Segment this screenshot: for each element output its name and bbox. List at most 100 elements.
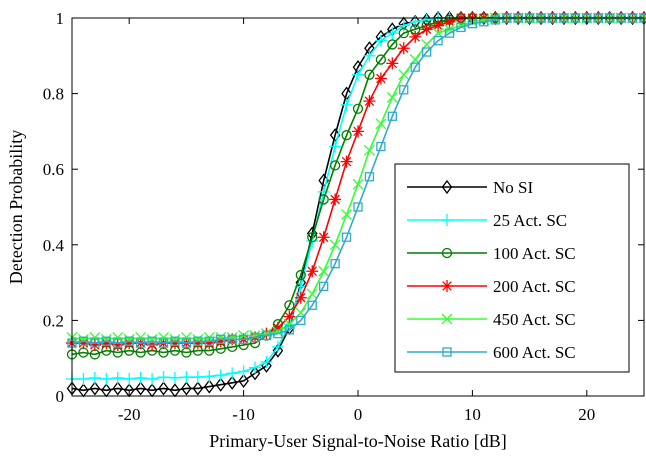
data-point-450-act-sc-16: [249, 330, 261, 341]
data-point-25-act-sc-10: [180, 371, 193, 384]
data-point-25-act-sc-28: [386, 27, 399, 40]
data-point-25-act-sc-29: [397, 19, 410, 32]
data-point-200-act-sc-5: [123, 337, 136, 350]
y-tick-label: 0.2: [43, 311, 64, 330]
legend-label: 600 Act. SC: [493, 343, 576, 362]
data-point-600-act-sc-29: [399, 85, 409, 95]
data-point-600-act-sc-16: [250, 332, 260, 343]
data-point-600-act-sc-32: [433, 36, 443, 46]
data-point-25-act-sc-24: [340, 98, 353, 111]
data-point-450-act-sc-3: [100, 333, 112, 345]
data-point-600-act-sc-11: [193, 336, 203, 346]
data-point-600-act-sc-33: [444, 28, 455, 38]
legend-label: 25 Act. SC: [493, 211, 567, 230]
data-point-200-act-sc-18: [271, 321, 284, 334]
data-point-200-act-sc-1: [77, 337, 90, 350]
data-point-25-act-sc-15: [237, 365, 250, 378]
data-point-200-act-sc-22: [317, 231, 330, 244]
data-point-100-act-sc-24: [341, 130, 352, 141]
data-point-600-act-sc-24: [341, 232, 352, 242]
data-point-600-act-sc-3: [101, 336, 111, 346]
data-point-no-si-8: [158, 381, 169, 396]
data-point-25-act-sc-8: [157, 371, 170, 384]
y-tick-label: 1: [56, 9, 65, 28]
data-point-25-act-sc-12: [203, 370, 216, 383]
tick-layer: -20 -10 0 10 20 0 0.2 0.4 0.6 0.8 1: [43, 9, 644, 424]
data-point-200-act-sc-28: [386, 57, 399, 70]
data-point-25-act-sc-11: [191, 371, 204, 384]
data-point-100-act-sc-27: [375, 54, 387, 65]
data-point-600-act-sc-21: [307, 300, 317, 310]
data-point-450-act-sc-21: [306, 288, 318, 300]
data-point-450-act-sc-28: [386, 91, 398, 103]
legend-marker-100-act-sc: [441, 247, 453, 259]
data-point-100-act-sc-22: [318, 194, 329, 205]
data-point-no-si-18: [272, 343, 284, 358]
data-point-600-act-sc-5: [124, 336, 134, 346]
data-point-no-si-13: [215, 377, 227, 392]
data-point-25-act-sc-7: [146, 372, 159, 385]
data-point-25-act-sc-27: [374, 34, 387, 47]
data-point-25-act-sc-22: [317, 185, 330, 198]
data-point-600-act-sc-8: [158, 338, 169, 348]
y-tick-label: 0.6: [43, 160, 64, 179]
data-point-600-act-sc-15: [238, 334, 249, 344]
x-axis-label: Primary-User Signal-to-Noise Ratio [dB]: [209, 431, 506, 451]
legend-box: [394, 163, 630, 373]
data-point-25-act-sc-1: [77, 372, 90, 385]
data-point-600-act-sc-6: [135, 338, 146, 348]
data-point-no-si-14: [226, 375, 238, 390]
data-point-no-si-6: [135, 381, 146, 396]
x-tick-label: 0: [354, 405, 363, 424]
legend-marker-25-act-sc: [441, 214, 453, 226]
data-point-100-act-sc-29: [398, 27, 409, 39]
data-point-600-act-sc-13: [216, 334, 226, 344]
data-point-25-act-sc-26: [363, 49, 376, 62]
data-point-450-act-sc-14: [226, 331, 238, 343]
data-point-100-act-sc-25: [352, 103, 364, 114]
data-point-200-act-sc-19: [283, 310, 296, 323]
legend-marker-200-act-sc: [441, 280, 453, 292]
data-point-200-act-sc-30: [409, 30, 422, 43]
data-point-200-act-sc-21: [306, 265, 319, 278]
y-tick-label: 0.8: [43, 85, 64, 104]
data-point-200-act-sc-11: [191, 337, 204, 350]
data-point-450-act-sc-18: [272, 326, 284, 338]
legend-marker-450-act-sc: [441, 313, 453, 325]
data-point-100-act-sc-26: [364, 69, 375, 80]
data-point-450-act-sc-29: [398, 69, 410, 81]
data-point-200-act-sc-25: [352, 125, 364, 138]
data-point-600-act-sc-12: [204, 336, 214, 346]
data-point-450-act-sc-11: [192, 333, 204, 345]
data-point-200-act-sc-12: [203, 337, 216, 350]
data-point-200-act-sc-27: [374, 72, 387, 85]
data-point-no-si-11: [192, 381, 204, 396]
y-tick-label: 0.4: [43, 236, 65, 255]
data-point-no-si-12: [203, 379, 215, 394]
data-point-450-act-sc-26: [363, 144, 375, 156]
data-point-200-act-sc-2: [88, 338, 101, 351]
data-point-25-act-sc-18: [271, 340, 284, 353]
x-tick-label: 10: [464, 405, 481, 424]
data-point-100-act-sc-19: [284, 300, 295, 311]
data-point-600-act-sc-27: [376, 141, 386, 152]
data-point-600-act-sc-37: [490, 15, 500, 25]
data-point-600-act-sc-9: [170, 336, 180, 346]
data-point-450-act-sc-25: [352, 178, 364, 190]
legend-label: 100 Act. SC: [493, 244, 576, 263]
data-point-450-act-sc-7: [146, 333, 158, 345]
data-point-200-act-sc-3: [100, 337, 113, 350]
y-tick-label: 0: [56, 387, 65, 406]
data-point-25-act-sc-4: [111, 371, 124, 384]
data-point-450-act-sc-13: [215, 331, 227, 343]
x-tick-label: -10: [232, 405, 255, 424]
data-point-600-act-sc-26: [364, 172, 375, 182]
data-point-450-act-sc-23: [329, 239, 341, 251]
data-point-25-act-sc-6: [134, 371, 147, 384]
legend: No SI 25 Act. SC 100 Act. SC 200 Act. SC 450…: [394, 163, 630, 373]
data-point-600-act-sc-23: [330, 259, 340, 269]
x-tick-label: -20: [118, 405, 141, 424]
data-point-600-act-sc-2: [90, 338, 100, 348]
data-point-200-act-sc-29: [397, 42, 410, 55]
